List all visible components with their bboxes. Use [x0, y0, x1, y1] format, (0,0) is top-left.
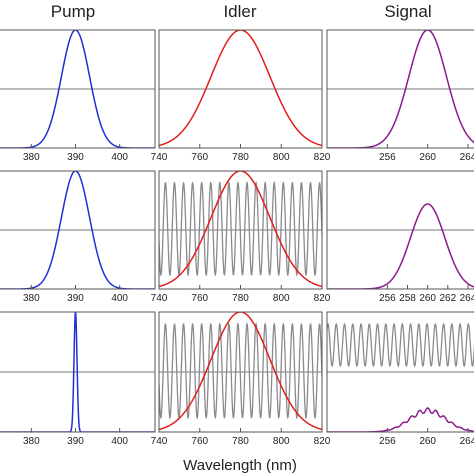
x-tick-label: 260 [419, 436, 436, 447]
x-tick-label: 380 [23, 293, 40, 304]
spectrum-curve-1 [159, 312, 322, 431]
filter-curve-0 [159, 322, 322, 420]
x-tick-label: 390 [67, 152, 84, 163]
x-tick-label: 760 [191, 293, 208, 304]
spectrum-curve-0 [159, 30, 322, 147]
x-tick-label: 400 [111, 293, 128, 304]
x-tick-label: 820 [314, 293, 331, 304]
panel-row2-idler: 740 760 780 800 820 [151, 170, 331, 304]
spectrum-curve-1 [327, 407, 474, 432]
panel-row1-pump: 380 390 400 [0, 29, 156, 163]
panel-frame [326, 170, 474, 290]
panel-row3-pump: 380 390 400 [0, 311, 156, 447]
x-tick-label: 740 [151, 436, 168, 447]
x-tick-label: 390 [67, 436, 84, 447]
x-tick-label: 740 [151, 293, 168, 304]
panel-row1-idler: 740 760 780 800 820 [151, 29, 331, 163]
x-tick-label: 264 [460, 436, 474, 447]
column-title-signal: Signal [384, 2, 431, 21]
x-tick-label: 740 [151, 152, 168, 163]
panel-row2-pump: 380 390 400 [0, 170, 156, 304]
panel-row3-signal: 256 260 264 [326, 311, 474, 447]
x-tick-label: 380 [23, 152, 40, 163]
spectrum-curve-0 [327, 203, 474, 289]
column-title-idler: Idler [223, 2, 256, 21]
x-tick-label: 256 [379, 436, 396, 447]
x-tick-label: 390 [67, 293, 84, 304]
x-axis-label: Wavelength (nm) [183, 457, 297, 474]
panel-grid: 380 390 400 740 760 780 800 820 256 260 264 380 390 4… [0, 29, 474, 447]
x-tick-label: 760 [191, 436, 208, 447]
x-tick-label: 820 [314, 152, 331, 163]
x-tick-label: 820 [314, 436, 331, 447]
x-tick-label: 260 [419, 293, 436, 304]
filter-curve-0 [327, 322, 474, 368]
panel-row3-idler: 740 760 780 800 820 [151, 311, 331, 447]
panel-row1-signal: 256 260 264 [326, 29, 474, 163]
x-tick-label: 264 [460, 293, 474, 304]
x-tick-label: 800 [273, 293, 290, 304]
x-tick-label: 264 [460, 152, 474, 163]
x-tick-label: 760 [191, 152, 208, 163]
x-tick-label: 800 [273, 152, 290, 163]
x-tick-label: 258 [399, 293, 416, 304]
x-tick-label: 780 [232, 152, 249, 163]
x-tick-label: 256 [379, 293, 396, 304]
x-tick-label: 256 [379, 152, 396, 163]
spectrum-curve-1 [159, 171, 322, 288]
x-tick-label: 262 [439, 293, 456, 304]
x-tick-label: 800 [273, 436, 290, 447]
x-tick-label: 400 [111, 152, 128, 163]
filter-curve-0 [159, 180, 322, 277]
column-title-pump: Pump [51, 2, 95, 21]
panel-frame [326, 29, 474, 149]
panel-frame [326, 311, 474, 433]
x-tick-label: 780 [232, 293, 249, 304]
x-tick-label: 400 [111, 436, 128, 447]
x-tick-label: 380 [23, 436, 40, 447]
panel-row2-signal: 256 258 260 262 264 [326, 170, 474, 304]
x-tick-label: 780 [232, 436, 249, 447]
x-tick-label: 260 [419, 152, 436, 163]
